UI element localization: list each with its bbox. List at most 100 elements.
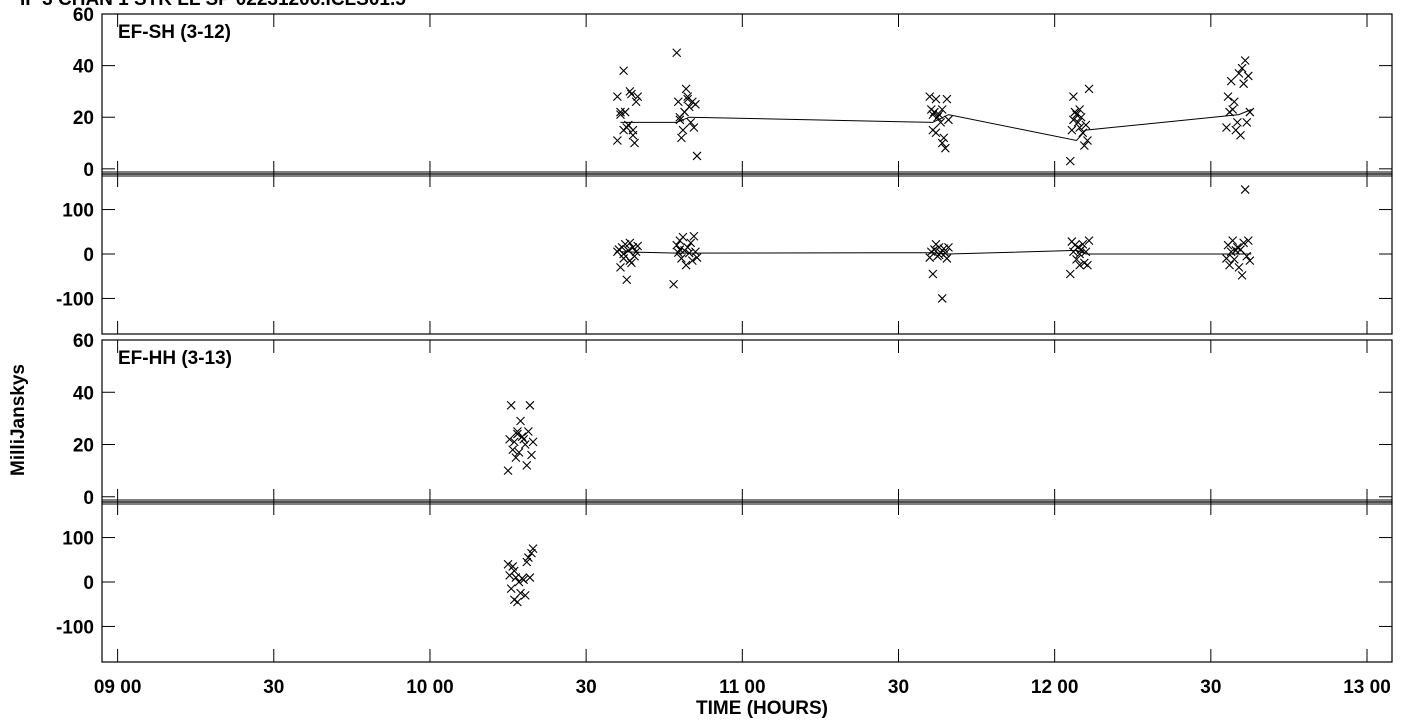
data-point	[1081, 247, 1091, 257]
data-point	[1228, 105, 1238, 114]
data-point	[525, 573, 535, 582]
x-tick-label: 10 00	[406, 677, 454, 698]
data-point	[683, 92, 693, 101]
y-tick-label: 20	[73, 108, 94, 129]
data-point	[1073, 117, 1083, 127]
data-point	[506, 584, 516, 594]
baseline-label: EF-SH (3-12)	[118, 22, 231, 43]
data-point	[1067, 125, 1077, 135]
data-point	[678, 125, 688, 135]
data-point	[672, 240, 682, 250]
data-point	[622, 275, 632, 285]
data-point	[677, 133, 686, 143]
data-point	[1239, 238, 1249, 248]
data-point	[519, 434, 529, 444]
data-point	[1234, 68, 1244, 78]
data-point	[1237, 270, 1247, 280]
data-point	[1222, 254, 1231, 263]
data-point	[1079, 141, 1089, 151]
data-point	[520, 590, 530, 600]
y-tick-label: 60	[73, 5, 94, 26]
data-point	[509, 566, 519, 576]
data-point	[506, 400, 516, 410]
data-point	[1233, 117, 1242, 127]
data-point	[503, 466, 513, 476]
data-point	[633, 92, 643, 101]
data-point	[517, 432, 527, 442]
data-point	[939, 133, 949, 143]
data-point	[692, 151, 702, 161]
data-point	[520, 440, 530, 449]
data-point	[925, 253, 935, 262]
data-point	[934, 110, 944, 120]
data-point	[1072, 254, 1081, 264]
data-point	[528, 544, 538, 554]
data-point	[1084, 236, 1094, 246]
data-point	[1065, 269, 1075, 279]
data-point	[623, 120, 633, 130]
data-point	[1065, 156, 1075, 166]
data-point	[1245, 107, 1255, 117]
data-point	[616, 107, 625, 117]
data-point	[1239, 79, 1249, 89]
data-point	[928, 269, 938, 279]
data-point	[1226, 76, 1236, 86]
data-point	[689, 231, 699, 241]
data-point	[930, 107, 939, 117]
data-point	[1075, 260, 1085, 270]
data-point	[940, 248, 950, 258]
data-point	[1240, 56, 1250, 65]
data-point	[514, 447, 524, 457]
data-point	[687, 256, 697, 266]
y-tick-label: 20	[73, 436, 94, 457]
data-point	[689, 123, 699, 132]
data-point	[934, 250, 944, 260]
data-point	[937, 138, 947, 148]
data-point	[1069, 115, 1078, 125]
data-point	[612, 92, 622, 101]
data-point	[686, 117, 696, 127]
data-point	[944, 115, 953, 125]
data-point	[672, 48, 682, 58]
data-point	[673, 97, 683, 107]
data-point	[1075, 105, 1085, 114]
data-point	[1236, 130, 1245, 140]
data-point	[509, 437, 519, 447]
data-point	[1222, 123, 1231, 132]
baseline-label: EF-HH (3-13)	[118, 348, 232, 369]
y-axis-label: MilliJanskys	[8, 364, 29, 476]
x-tick-label: 13 00	[1343, 677, 1391, 698]
y-tick-label: 0	[83, 488, 94, 509]
data-point	[684, 102, 694, 112]
data-point	[1240, 185, 1250, 194]
data-point	[633, 241, 643, 251]
data-point	[1245, 256, 1255, 266]
y-tick-label: 100	[62, 529, 94, 550]
data-point	[1234, 262, 1244, 272]
data-point	[931, 94, 941, 104]
panel-frame	[101, 501, 1393, 663]
data-point	[683, 94, 693, 104]
y-tick-label: 40	[73, 383, 94, 404]
data-point	[625, 87, 635, 96]
data-point	[1075, 249, 1085, 259]
x-axis-label: TIME (HOURS)	[696, 698, 828, 719]
data-point	[612, 136, 622, 145]
data-point	[1076, 112, 1086, 122]
data-point	[675, 115, 685, 125]
data-point	[942, 94, 952, 104]
x-tick-label: 09 00	[94, 677, 142, 698]
data-point	[937, 294, 947, 303]
panel-frame	[101, 339, 1393, 503]
data-point	[678, 232, 688, 242]
data-point	[523, 553, 533, 562]
data-point	[675, 245, 685, 254]
data-point	[616, 110, 625, 120]
data-point	[625, 238, 635, 248]
data-point	[1081, 120, 1091, 130]
data-point	[692, 253, 702, 262]
data-point	[936, 117, 946, 127]
data-point	[1228, 236, 1238, 246]
data-point	[683, 242, 693, 252]
data-point	[625, 256, 635, 266]
